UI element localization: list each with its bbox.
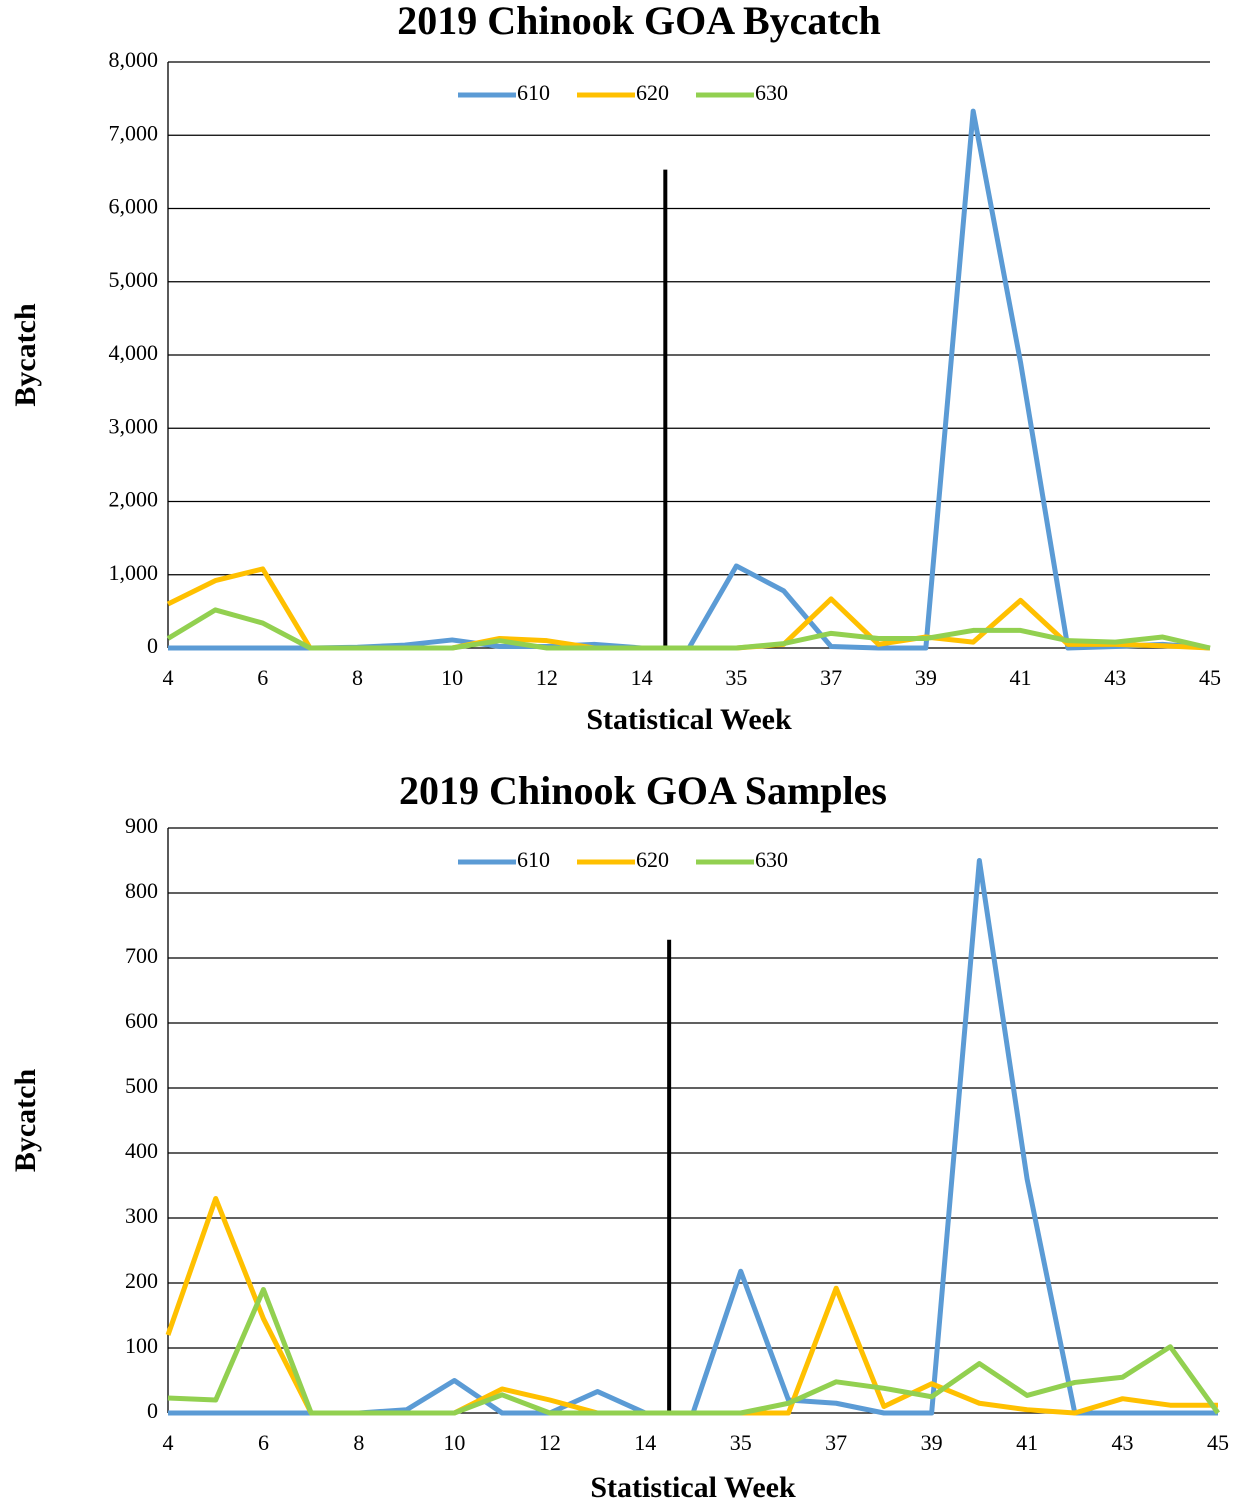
y-tick-label: 6,000 [109,194,159,219]
x-tick-label: 41 [1010,665,1032,690]
y-tick-label: 7,000 [109,120,159,145]
y-tick-label: 8,000 [109,47,159,72]
series-line [168,108,1211,651]
y-tick-label: 4,000 [109,340,159,365]
y-tick-label: 1,000 [109,560,159,585]
x-tick-label: 8 [353,1430,364,1455]
y-tick-label: 100 [125,1333,158,1358]
x-tick-label: 41 [1016,1430,1038,1455]
y-tick-label: 400 [125,1138,158,1163]
y-tick-label: 900 [125,813,158,838]
legend-label: 630 [755,80,788,105]
x-tick-label: 10 [441,665,463,690]
x-tick-label: 39 [915,665,937,690]
y-tick-label: 600 [125,1008,158,1033]
x-tick-label: 6 [257,665,268,690]
x-tick-label: 12 [539,1430,561,1455]
x-tick-label: 39 [921,1430,943,1455]
x-axis-label: Statistical Week [590,1471,796,1504]
x-tick-label: 6 [258,1430,269,1455]
series-line [166,607,1211,651]
legend-label: 620 [636,847,669,872]
x-tick-label: 10 [443,1430,465,1455]
x-tick-label: 8 [352,665,363,690]
x-tick-label: 37 [820,665,842,690]
x-tick-label: 14 [631,665,653,690]
y-tick-label: 500 [125,1073,158,1098]
y-tick-label: 300 [125,1203,158,1228]
y-tick-label: 800 [125,878,158,903]
y-axis-label: Bycatch [9,1069,42,1173]
y-axis-label: Bycatch [9,303,42,407]
y-tick-label: 0 [147,633,158,658]
chart-title: 2019 Chinook GOA Samples [399,768,887,813]
x-tick-label: 43 [1112,1430,1134,1455]
series-line [167,1287,1221,1416]
series-line [168,858,1218,1416]
x-tick-label: 37 [825,1430,847,1455]
x-tick-label: 45 [1207,1430,1229,1455]
y-tick-label: 200 [125,1268,158,1293]
y-tick-label: 0 [147,1398,158,1423]
x-axis-label: Statistical Week [586,703,792,736]
chart-title: 2019 Chinook GOA Bycatch [397,0,880,43]
x-tick-label: 35 [730,1430,752,1455]
legend-label: 620 [636,80,669,105]
legend-label: 610 [517,847,550,872]
x-tick-label: 4 [163,1430,174,1455]
x-tick-label: 35 [725,665,747,690]
series-line [165,1196,1218,1416]
legend-label: 630 [755,847,788,872]
y-tick-label: 3,000 [109,413,159,438]
x-tick-label: 4 [163,665,174,690]
x-tick-label: 14 [634,1430,656,1455]
x-tick-label: 12 [536,665,558,690]
y-tick-label: 700 [125,943,158,968]
y-tick-label: 5,000 [109,267,159,292]
legend-label: 610 [517,80,550,105]
x-tick-label: 45 [1199,665,1221,690]
y-tick-label: 2,000 [109,487,159,512]
x-tick-label: 43 [1104,665,1126,690]
